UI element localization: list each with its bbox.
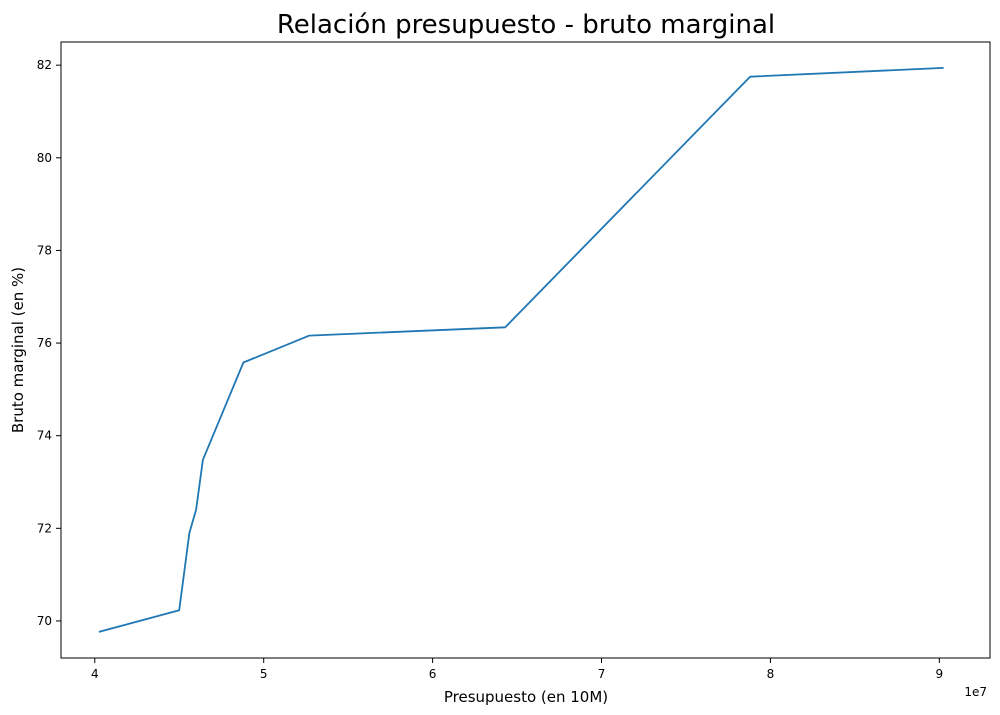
y-axis: 70 72 74 76 78 80 82 bbox=[37, 58, 61, 628]
x-axis-offset-label: 1e7 bbox=[964, 685, 987, 699]
x-tick-label: 9 bbox=[936, 667, 944, 681]
y-axis-label: Bruto marginal (en %) bbox=[9, 267, 27, 433]
x-tick-label: 7 bbox=[598, 667, 606, 681]
y-tick-label: 82 bbox=[37, 58, 52, 72]
chart-title: Relación presupuesto - bruto marginal bbox=[277, 10, 775, 40]
x-tick-label: 6 bbox=[429, 667, 437, 681]
y-tick-label: 74 bbox=[37, 429, 52, 443]
x-axis-label: Presupuesto (en 10M) bbox=[444, 688, 608, 706]
x-tick-label: 4 bbox=[91, 667, 99, 681]
y-tick-label: 72 bbox=[37, 521, 52, 535]
y-tick-label: 76 bbox=[37, 336, 52, 350]
plot-frame bbox=[60, 41, 991, 659]
series-line bbox=[98, 66, 944, 633]
y-tick-label: 78 bbox=[37, 243, 52, 257]
x-axis: 4 5 6 7 8 9 bbox=[91, 658, 943, 681]
x-tick-label: 8 bbox=[767, 667, 775, 681]
plot-area bbox=[98, 66, 944, 633]
x-tick-label: 5 bbox=[260, 667, 268, 681]
y-tick-label: 80 bbox=[37, 151, 52, 165]
y-tick-label: 70 bbox=[37, 614, 52, 628]
